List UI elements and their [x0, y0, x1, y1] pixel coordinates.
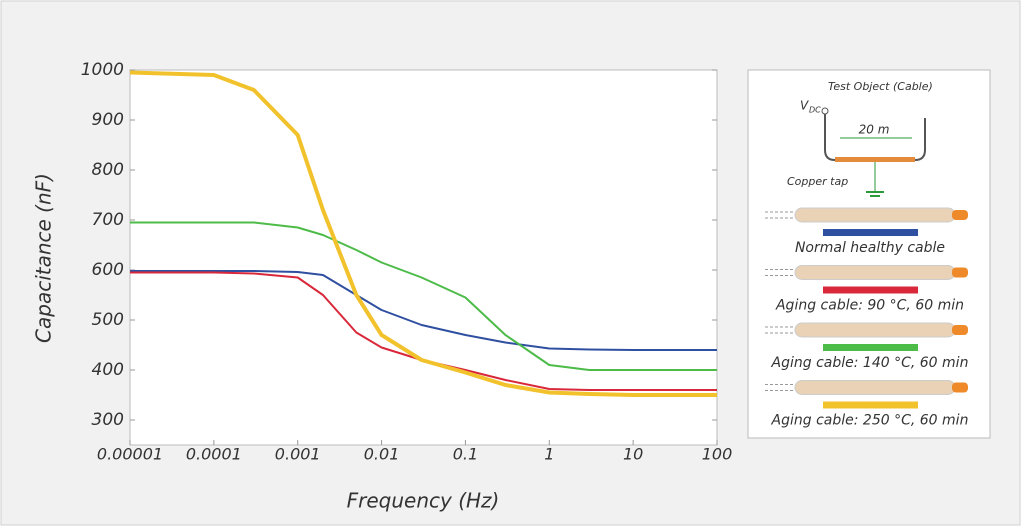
legend-swatch	[823, 286, 918, 294]
terminal	[821, 107, 829, 115]
cable-outer	[794, 265, 956, 280]
x-tick-label: 100	[702, 445, 733, 464]
x-tick-label: 10	[623, 445, 643, 464]
legend-swatch	[823, 229, 918, 236]
x-tick-label: 0.001	[275, 445, 321, 464]
series-line	[130, 271, 717, 391]
cable-core	[952, 382, 968, 393]
y-tick-label: 600	[92, 260, 124, 280]
y-tick-label: 400	[92, 360, 124, 380]
cable-outer	[794, 207, 956, 223]
copper-tape	[835, 157, 915, 162]
x-tick-label: 0.00001	[97, 445, 163, 464]
y-tick-label: 800	[92, 160, 124, 180]
cable-core	[952, 267, 968, 278]
y-tick-label: 300	[92, 410, 124, 430]
diagram-title: Test Object (Cable)	[828, 80, 933, 93]
cable-core	[952, 325, 968, 335]
cable-core	[952, 210, 968, 220]
diagram-ground: Copper tap	[787, 175, 848, 188]
x-tick-label: 0.01	[364, 445, 400, 464]
legend-swatch	[823, 344, 918, 351]
legend-label: Aging cable: 250 °C, 60 min	[771, 413, 969, 429]
x-tick-label: 0.0001	[186, 445, 242, 464]
y-axis-title: Capacitance (nF)	[32, 173, 56, 343]
legend-swatch	[823, 401, 918, 409]
series-line	[129, 70, 717, 397]
y-tick-label: 900	[92, 110, 124, 130]
diagram-length: 20 m	[859, 123, 890, 137]
x-axis-title: Frequency (Hz)	[347, 489, 500, 513]
y-tick-label: 700	[92, 210, 124, 230]
diagram-source-sub: DC	[809, 106, 821, 115]
diagram-source: V	[800, 99, 809, 113]
cable-outer	[794, 322, 956, 338]
series-line	[130, 221, 717, 371]
y-tick-label: 1000	[81, 60, 124, 80]
plot-area	[129, 69, 718, 446]
series-line	[130, 270, 717, 351]
x-tick-label: 1	[544, 445, 554, 464]
y-tick-label: 500	[92, 310, 124, 330]
legend-label: Aging cable: 140 °C, 60 min	[771, 355, 969, 371]
legend	[747, 69, 991, 439]
legend-label: Aging cable: 90 °C, 60 min	[775, 298, 964, 314]
x-tick-label: 0.1	[453, 445, 478, 464]
cable-outer	[794, 380, 956, 395]
legend-label: Normal healthy cable	[795, 240, 945, 256]
